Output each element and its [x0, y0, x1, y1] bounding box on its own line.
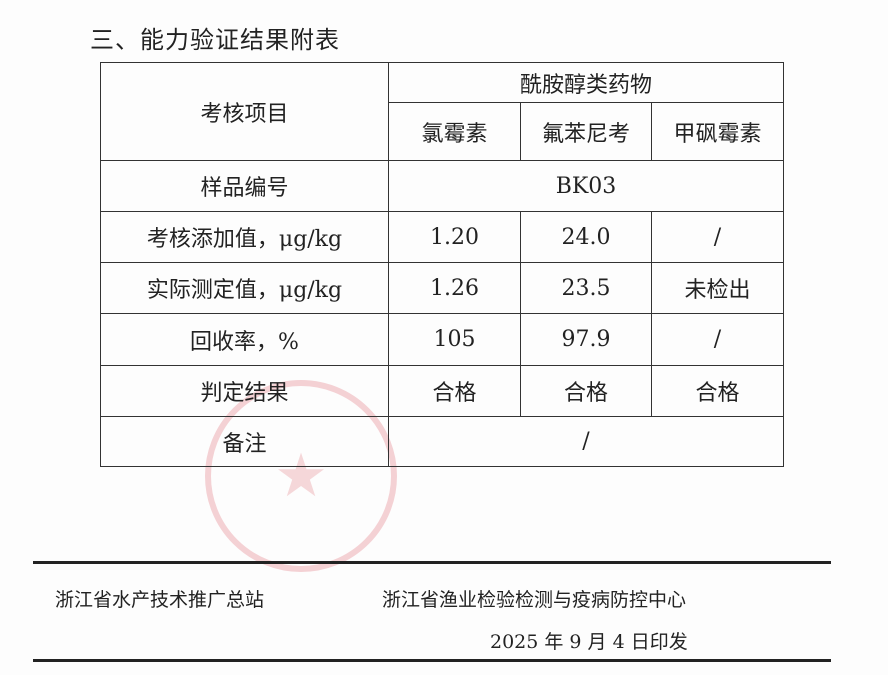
cell: / [651, 313, 784, 366]
row-label: 回收率，% [100, 313, 389, 366]
cell: 1.20 [388, 211, 521, 263]
cell: 23.5 [520, 262, 652, 314]
row-label: 实际测定值，μg/kg [100, 262, 389, 314]
cell: 未检出 [651, 262, 784, 314]
header-item: 考核项目 [100, 62, 389, 161]
issuer-org-1: 浙江省水产技术推广总站 [55, 589, 265, 611]
issue-date: 2025 年 9 月 4 日印发 [490, 631, 688, 653]
sample-label: 样品编号 [100, 160, 389, 212]
cell: 105 [388, 313, 521, 366]
issuer-org-2: 浙江省渔业检验检测与疫病防控中心 [382, 589, 687, 611]
row-label: 判定结果 [100, 365, 389, 417]
divider-bottom [33, 659, 831, 662]
cell: 合格 [651, 365, 784, 417]
table-row: 实际测定值，μg/kg 1.26 23.5 未检出 [100, 262, 784, 314]
header-drug: 氯霉素 [388, 102, 521, 161]
header-group: 酰胺醇类药物 [388, 62, 784, 103]
table-row: 回收率，% 105 97.9 / [100, 313, 784, 366]
remark-value: / [388, 416, 784, 467]
results-table: 考核项目 酰胺醇类药物 氯霉素 氟苯尼考 甲砜霉素 样品编号 BK03 考核添加… [100, 62, 784, 467]
remark-label: 备注 [100, 416, 389, 467]
table-row: 考核添加值，μg/kg 1.20 24.0 / [100, 211, 784, 263]
cell: 合格 [388, 365, 521, 417]
section-title: 三、能力验证结果附表 [90, 26, 340, 54]
cell: 合格 [520, 365, 652, 417]
header-drug: 氟苯尼考 [520, 102, 652, 161]
cell: / [651, 211, 784, 263]
cell: 97.9 [520, 313, 652, 366]
cell: 24.0 [520, 211, 652, 263]
sample-id: BK03 [388, 160, 784, 212]
cell: 1.26 [388, 262, 521, 314]
header-drug: 甲砜霉素 [651, 102, 784, 161]
table-row: 判定结果 合格 合格 合格 [100, 365, 784, 417]
divider-top [33, 561, 831, 564]
row-label: 考核添加值，μg/kg [100, 211, 389, 263]
